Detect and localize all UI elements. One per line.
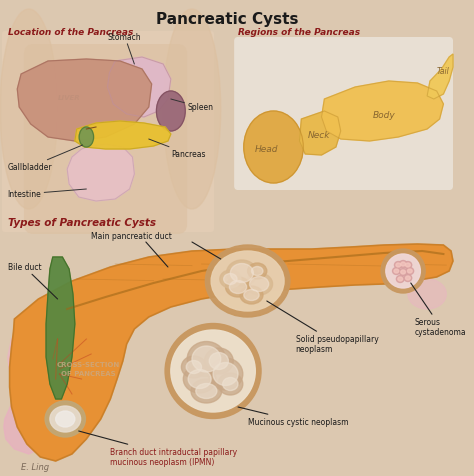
Ellipse shape	[196, 384, 217, 399]
Text: Serous
cystadenoma: Serous cystadenoma	[411, 283, 466, 337]
Ellipse shape	[244, 112, 303, 184]
Ellipse shape	[55, 411, 75, 427]
Text: Solid pseudopapillary
neoplasm: Solid pseudopapillary neoplasm	[267, 301, 378, 354]
Text: E. Ling: E. Ling	[21, 463, 49, 472]
Ellipse shape	[394, 269, 399, 273]
Ellipse shape	[401, 270, 405, 275]
Polygon shape	[17, 60, 152, 142]
Ellipse shape	[396, 263, 401, 268]
Text: Pancreas: Pancreas	[149, 140, 205, 159]
Text: Regions of the Pancreas: Regions of the Pancreas	[238, 28, 360, 37]
Text: Spleen: Spleen	[171, 100, 213, 112]
Ellipse shape	[396, 276, 404, 283]
Text: Stomach: Stomach	[108, 33, 142, 65]
Ellipse shape	[192, 346, 221, 372]
Ellipse shape	[0, 10, 57, 209]
Text: LIVER: LIVER	[58, 95, 81, 101]
Ellipse shape	[408, 269, 412, 273]
Ellipse shape	[186, 361, 201, 374]
Ellipse shape	[187, 342, 226, 377]
Ellipse shape	[182, 356, 206, 378]
Polygon shape	[300, 112, 341, 156]
Ellipse shape	[188, 370, 211, 389]
Ellipse shape	[246, 273, 273, 296]
Ellipse shape	[240, 287, 263, 304]
Polygon shape	[9, 245, 453, 461]
Ellipse shape	[218, 373, 243, 395]
Polygon shape	[46, 258, 75, 399]
Text: Branch duct intraductal papillary
mucinous neoplasm (IPMN): Branch duct intraductal papillary mucino…	[79, 431, 237, 466]
Ellipse shape	[205, 246, 290, 317]
Ellipse shape	[229, 281, 246, 294]
Text: Gallbladder: Gallbladder	[8, 146, 82, 172]
Ellipse shape	[381, 249, 425, 293]
Polygon shape	[75, 122, 171, 149]
Ellipse shape	[191, 379, 222, 403]
Ellipse shape	[227, 260, 257, 287]
Ellipse shape	[208, 358, 243, 390]
Ellipse shape	[220, 270, 241, 288]
Ellipse shape	[165, 324, 261, 418]
Text: Mucinous cystic neoplasm: Mucinous cystic neoplasm	[238, 407, 348, 426]
Ellipse shape	[79, 128, 93, 148]
FancyBboxPatch shape	[234, 38, 453, 190]
FancyBboxPatch shape	[24, 45, 187, 235]
Polygon shape	[8, 327, 43, 381]
Ellipse shape	[213, 363, 238, 386]
Ellipse shape	[399, 269, 407, 276]
Ellipse shape	[45, 401, 85, 437]
Ellipse shape	[406, 268, 414, 275]
Ellipse shape	[405, 277, 410, 280]
Text: Pancreatic Cysts: Pancreatic Cysts	[156, 12, 299, 27]
Ellipse shape	[209, 353, 228, 370]
Ellipse shape	[394, 262, 402, 269]
Ellipse shape	[386, 255, 420, 288]
Ellipse shape	[223, 378, 238, 391]
Ellipse shape	[405, 263, 410, 268]
Ellipse shape	[163, 10, 221, 209]
Polygon shape	[108, 58, 171, 118]
Text: Main pancreatic duct: Main pancreatic duct	[91, 231, 172, 240]
Ellipse shape	[408, 279, 447, 309]
Ellipse shape	[204, 348, 233, 374]
Ellipse shape	[249, 277, 269, 292]
Ellipse shape	[156, 92, 185, 132]
Text: Tail: Tail	[437, 68, 450, 76]
Ellipse shape	[398, 278, 402, 281]
Text: Neck: Neck	[308, 131, 330, 140]
Ellipse shape	[392, 268, 400, 275]
Ellipse shape	[244, 290, 259, 301]
Ellipse shape	[50, 406, 81, 432]
FancyBboxPatch shape	[2, 32, 214, 232]
Text: Intestine: Intestine	[8, 189, 86, 199]
Text: Body: Body	[373, 110, 395, 119]
Ellipse shape	[401, 262, 405, 267]
Text: Bile duct: Bile duct	[8, 263, 57, 299]
Polygon shape	[4, 399, 50, 454]
Ellipse shape	[224, 274, 237, 285]
Ellipse shape	[226, 278, 250, 298]
Ellipse shape	[399, 261, 407, 268]
Polygon shape	[321, 82, 443, 142]
Ellipse shape	[183, 365, 216, 393]
Polygon shape	[427, 55, 453, 100]
Ellipse shape	[251, 267, 263, 276]
Text: Head: Head	[255, 145, 279, 154]
Ellipse shape	[230, 264, 254, 283]
Ellipse shape	[247, 263, 267, 279]
Ellipse shape	[404, 262, 412, 269]
Text: CROSS-SECTION
OF PANCREAS: CROSS-SECTION OF PANCREAS	[57, 362, 120, 377]
Ellipse shape	[211, 251, 284, 311]
Text: Types of Pancreatic Cysts: Types of Pancreatic Cysts	[8, 218, 155, 228]
Polygon shape	[67, 145, 134, 201]
Ellipse shape	[404, 275, 412, 282]
Text: Location of the Pancreas: Location of the Pancreas	[8, 28, 133, 37]
Ellipse shape	[171, 330, 255, 412]
